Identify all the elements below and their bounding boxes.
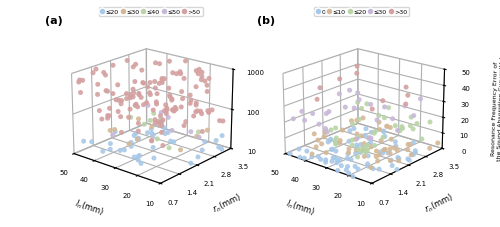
X-axis label: $l_n$(mm): $l_n$(mm) [73, 197, 106, 218]
Legend: 0, ≤10, ≤20, ≤30, >30: 0, ≤10, ≤20, ≤30, >30 [314, 8, 410, 17]
X-axis label: $l_n$(mm): $l_n$(mm) [284, 197, 317, 218]
Y-axis label: $r_n$(mm): $r_n$(mm) [422, 190, 456, 215]
Legend: ≤20, ≤30, ≤40, ≤50, >50: ≤20, ≤30, ≤40, ≤50, >50 [98, 8, 202, 17]
Text: (b): (b) [256, 16, 274, 26]
Text: (a): (a) [45, 16, 63, 26]
Y-axis label: $r_n$(mm): $r_n$(mm) [211, 190, 244, 215]
